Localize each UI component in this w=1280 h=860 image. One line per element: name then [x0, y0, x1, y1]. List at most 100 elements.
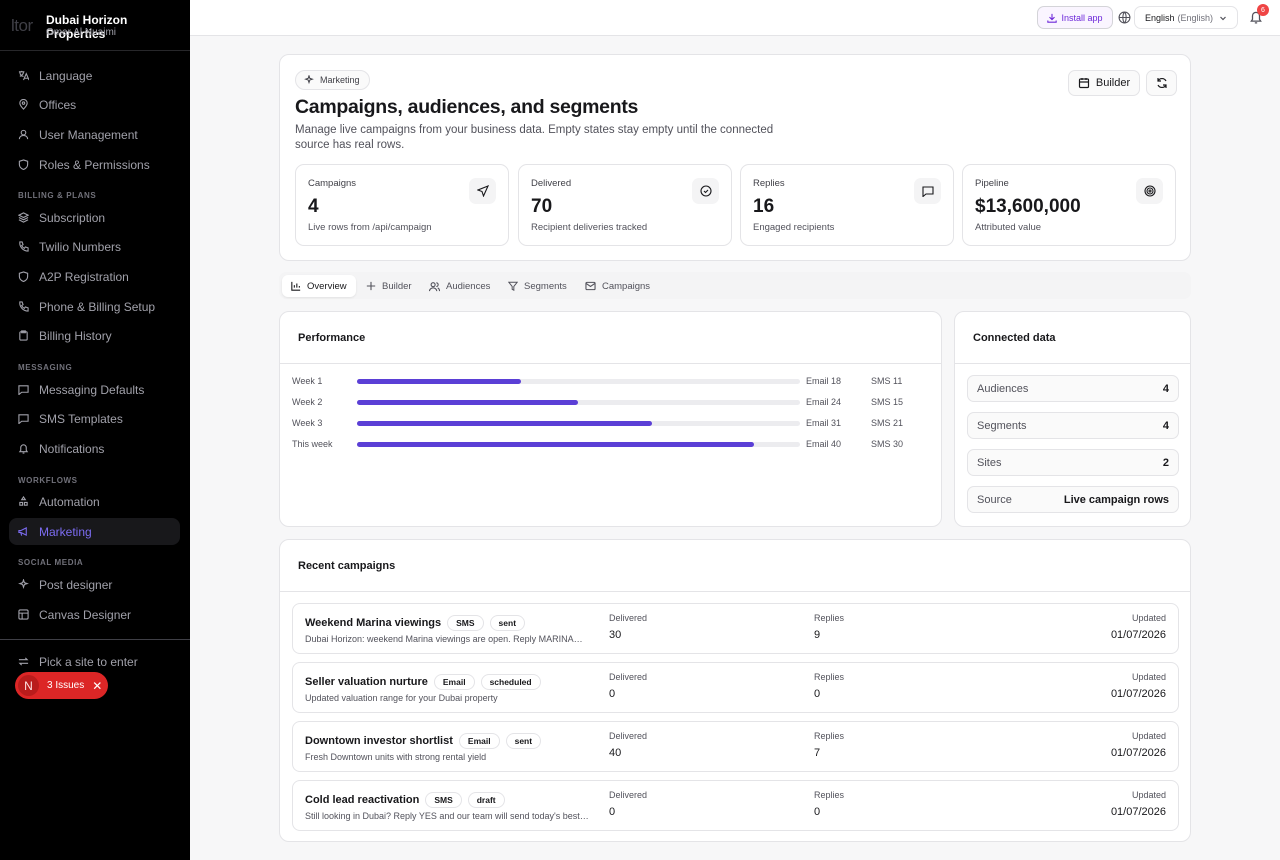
sidebar-item-sms-templates[interactable]: SMS Templates: [9, 405, 180, 432]
sms-count: SMS 11: [871, 376, 903, 386]
tab-label: Audiences: [446, 280, 491, 292]
sidebar-item-marketing[interactable]: Marketing: [9, 518, 180, 545]
sidebar-item-label: Roles & Permissions: [39, 157, 150, 172]
download-icon: [1047, 13, 1058, 23]
stat-subtext: Recipient deliveries tracked: [531, 222, 648, 233]
divider: [955, 363, 1190, 364]
sidebar-item-a2p-registration[interactable]: A2P Registration: [9, 263, 180, 290]
delivered-header: Delivered: [609, 731, 648, 741]
performance-row: Week 3 Email 31 SMS 21: [292, 416, 932, 430]
megaphone-icon: [18, 526, 27, 537]
stat-card-delivered: Delivered 70 Recipient deliveries tracke…: [518, 164, 732, 246]
sidebar-item-phone-billing-setup[interactable]: Phone & Billing Setup: [9, 293, 180, 320]
campaign-description: Still looking in Dubai? Reply YES and ou…: [305, 811, 589, 821]
sidebar-item-automation[interactable]: Automation: [9, 488, 180, 515]
sidebar-item-user-management[interactable]: User Management: [9, 121, 180, 148]
refresh-button[interactable]: [1146, 70, 1177, 96]
updated-value: 01/07/2026: [1110, 747, 1166, 759]
message-icon: [914, 178, 941, 204]
progress-track: [357, 442, 800, 447]
sidebar-item-notifications[interactable]: Notifications: [9, 435, 180, 462]
campaign-description: Updated valuation range for your Dubai p…: [305, 693, 498, 703]
sidebar-item-offices[interactable]: Offices: [9, 91, 180, 118]
language-value: English: [1145, 12, 1175, 23]
sidebar-item-billing-history[interactable]: Billing History: [9, 322, 180, 349]
channel-badge: Email: [458, 733, 500, 749]
sidebar-item-label: Offices: [39, 97, 77, 112]
performance-row: Week 1 Email 18 SMS 11: [292, 374, 932, 388]
shield-icon: [18, 271, 29, 282]
status-badge: scheduled: [480, 674, 541, 690]
campaign-description: Dubai Horizon: weekend Marina viewings a…: [305, 634, 583, 644]
connected-row-source: Source Live campaign rows: [967, 486, 1179, 513]
connected-key: Sites: [977, 456, 1002, 469]
builder-button[interactable]: Builder: [1068, 70, 1140, 96]
stat-label: Pipeline: [975, 178, 1009, 189]
company-name[interactable]: Dubai Horizon Properties: [46, 13, 128, 41]
chip-label: Marketing: [320, 75, 360, 85]
stat-value: $13,600,000: [975, 196, 1081, 217]
sidebar-item-messaging-defaults[interactable]: Messaging Defaults: [9, 376, 180, 403]
switch-arrows-icon: [18, 657, 29, 666]
sparkles-icon: [18, 579, 29, 589]
sidebar-item-subscription[interactable]: Subscription: [9, 204, 180, 231]
language-select[interactable]: English (English): [1134, 6, 1238, 29]
updated-header: Updated: [1131, 790, 1166, 800]
campaign-row[interactable]: Seller valuation nurture Email scheduled…: [292, 662, 1179, 713]
sidebar-item-twilio-numbers[interactable]: Twilio Numbers: [9, 233, 180, 260]
pick-site-button[interactable]: Pick a site to enter: [9, 648, 180, 675]
delivered-value: 0: [609, 688, 616, 700]
connected-key: Audiences: [977, 382, 1029, 395]
mail-icon: [585, 281, 596, 291]
issues-badge[interactable]: N 3 Issues ✕: [15, 672, 108, 699]
progress-fill: [357, 379, 522, 384]
email-count: Email 24: [806, 397, 842, 407]
tab-campaigns[interactable]: Campaigns: [576, 275, 659, 297]
tab-segments[interactable]: Segments: [499, 275, 576, 297]
pick-site-label: Pick a site to enter: [39, 654, 138, 669]
connected-row-audiences: Audiences 4: [967, 375, 1179, 402]
sidebar-item-post-designer[interactable]: Post designer: [9, 571, 180, 598]
language-sub: (English): [1177, 12, 1214, 23]
tab-builder[interactable]: Builder: [357, 275, 421, 297]
map-pin-icon: [19, 99, 28, 110]
campaign-name: Downtown investor shortlist: [305, 735, 453, 747]
sms-count: SMS 30: [871, 439, 904, 449]
connected-key: Segments: [977, 419, 1027, 432]
week-label: This week: [292, 439, 333, 449]
tab-overview[interactable]: Overview: [282, 275, 356, 297]
tab-audiences[interactable]: Audiences: [420, 275, 499, 297]
stat-card-campaigns: Campaigns 4 Live rows from /api/campaign: [295, 164, 509, 246]
delivered-value: 30: [609, 629, 622, 641]
users-icon: [429, 281, 440, 291]
sidebar-item-canvas-designer[interactable]: Canvas Designer: [9, 601, 180, 628]
progress-fill: [357, 421, 653, 426]
tab-label: Builder: [382, 280, 412, 292]
sidebar-item-label: Marketing: [39, 524, 92, 539]
campaign-name-line: Seller valuation nurture Email scheduled: [305, 674, 541, 690]
stat-label: Replies: [753, 178, 785, 189]
section-workflows: WORKFLOWS: [18, 476, 78, 485]
sidebar-item-language[interactable]: Language: [9, 62, 180, 89]
builder-label: Builder: [1095, 77, 1131, 89]
sidebar-divider: [0, 639, 190, 640]
stat-label: Campaigns: [308, 178, 357, 189]
close-icon[interactable]: ✕: [92, 678, 103, 693]
campaign-row[interactable]: Cold lead reactivation SMS draft Still l…: [292, 780, 1179, 831]
campaign-row[interactable]: Downtown investor shortlist Email sent F…: [292, 721, 1179, 772]
performance-row: Week 2 Email 24 SMS 15: [292, 395, 932, 409]
calendar-icon: [1078, 78, 1089, 89]
campaign-row[interactable]: Weekend Marina viewings SMS sent Dubai H…: [292, 603, 1179, 654]
install-app-button[interactable]: Install app: [1037, 6, 1113, 29]
tab-bar: Overview Builder Audiences Segments Camp…: [279, 272, 1191, 299]
divider: [280, 591, 1190, 592]
replies-header: Replies: [814, 731, 845, 741]
connected-row-sites: Sites 2: [967, 449, 1179, 476]
channel-badge: SMS: [447, 615, 484, 631]
sidebar-item-roles-permissions[interactable]: Roles & Permissions: [9, 151, 180, 178]
divider: [280, 363, 941, 364]
channel-badge: Email: [433, 674, 475, 690]
install-app-label: Install app: [1061, 12, 1103, 23]
updated-value: 01/07/2026: [1110, 688, 1166, 700]
sms-count: SMS 21: [871, 418, 904, 428]
